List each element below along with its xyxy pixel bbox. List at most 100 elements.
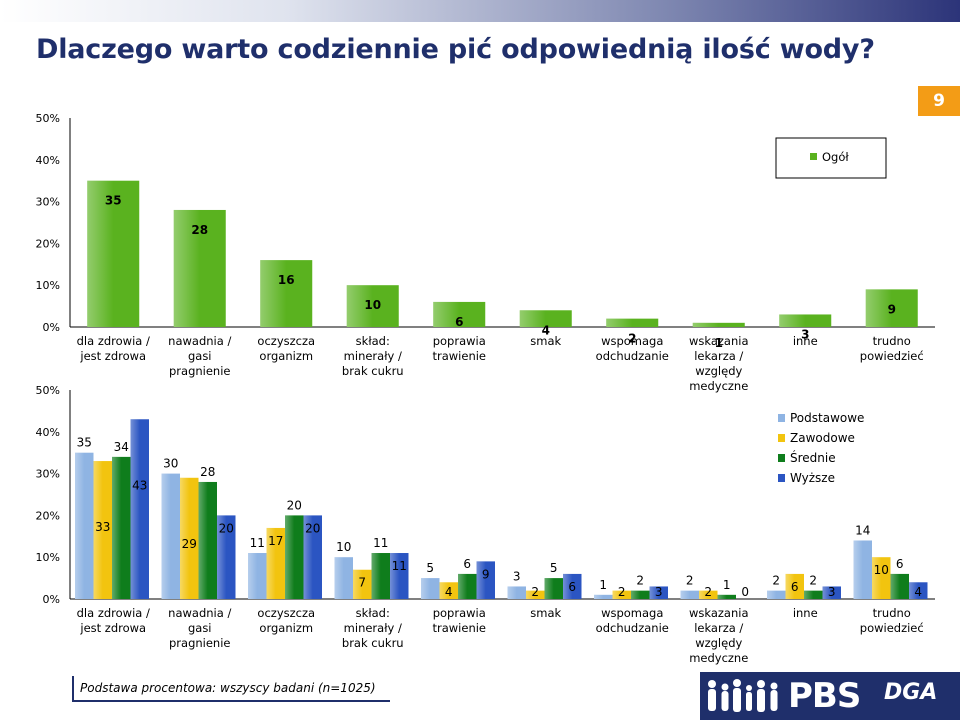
footnote: Podstawa procentowa: wszyscy badani (n=1… <box>72 676 390 702</box>
chart2-ytick-label: 40% <box>36 426 60 439</box>
chart1-ytick-label: 10% <box>36 279 60 292</box>
chart2-bar-shine <box>353 569 372 599</box>
chart2-bar-shine <box>458 573 477 599</box>
chart1-bar-shine <box>692 322 745 327</box>
page-number-badge: 9 <box>918 86 960 116</box>
chart2-bar-shine <box>439 582 458 599</box>
chart2-bar-shine <box>804 590 823 599</box>
chart2-bar-shine <box>303 515 322 599</box>
chart2-value-label: 0 <box>741 585 749 599</box>
chart1-category-label-wspomaga-odchudzanie: wspomaga odchudzanie <box>596 334 669 363</box>
page-title: Dlaczego warto codziennie pić odpowiedni… <box>36 34 875 65</box>
chart2-ytick-label: 50% <box>36 384 60 397</box>
chart2-bar-shine <box>476 561 495 599</box>
chart2-legend-swatch-wyzsze <box>778 474 785 482</box>
chart1-value-label: 9 <box>888 302 896 316</box>
chart2-legend-label-srednie: Średnie <box>790 450 836 465</box>
chart2-legend-swatch-zawodowe <box>778 434 785 442</box>
chart2-value-label: 33 <box>95 520 110 534</box>
chart2-value-label: 20 <box>287 498 302 512</box>
chart2-bar-shine <box>680 590 699 599</box>
chart2-bar-shine <box>266 527 285 599</box>
chart2-bar-shine <box>909 582 928 599</box>
chart2-bar-shine <box>198 481 217 599</box>
chart2-value-label: 34 <box>114 440 129 454</box>
chart2-value-label: 17 <box>268 534 283 548</box>
chart2-value-label: 2 <box>618 585 626 599</box>
chart2-value-label: 6 <box>568 580 576 594</box>
chart2-bar-shine <box>217 515 236 599</box>
chart1-value-label: 4 <box>542 323 550 337</box>
chart2-value-label: 1 <box>723 578 731 592</box>
chart2-bar-shine <box>872 557 891 599</box>
chart1-bar-shine <box>779 314 832 327</box>
chart1-bar-shine <box>433 301 486 327</box>
people-silhouettes-icon <box>708 679 778 712</box>
chart2-bar-shine <box>649 586 668 599</box>
chart2-legend-label-podstawowe: Podstawowe <box>790 411 864 425</box>
chart2-value-label: 20 <box>219 521 234 535</box>
chart2-bar-shine <box>563 573 582 599</box>
chart2-ytick-label: 10% <box>36 551 60 564</box>
chart1-category-label-oczyszcza-organizm: oczyszcza organizm <box>257 334 315 363</box>
chart2-legend-swatch-srednie <box>778 454 785 462</box>
chart1-ytick-label: 0% <box>43 321 60 334</box>
chart2-bar-shine <box>93 461 112 599</box>
chart2-category-label-wskazania-lekarza-wzgledy-medyczne: wskazania lekarza / względy medyczne <box>689 606 749 665</box>
chart2-bar-shine <box>334 557 353 599</box>
chart2-value-label: 11 <box>373 536 388 550</box>
chart1-bar-shine <box>346 285 399 327</box>
chart2-value-label: 11 <box>250 536 265 550</box>
chart2-value-label: 4 <box>914 585 922 599</box>
chart1-legend-label-ogol: Ogół <box>822 150 849 164</box>
chart2-value-label: 2 <box>772 574 780 588</box>
chart1-bar-shine <box>260 260 313 327</box>
chart1-category-label-inne: inne <box>793 334 818 348</box>
chart1-ytick-label: 50% <box>36 112 60 125</box>
chart2-value-label: 43 <box>132 478 147 492</box>
chart2-category-label-dla-zdrowia-jest-zdrowa: dla zdrowia / jest zdrowa <box>77 606 150 635</box>
chart1-value-label: 6 <box>455 315 463 329</box>
chart1-value-label: 1 <box>715 336 723 350</box>
top-gradient-bar <box>0 0 960 22</box>
chart2-value-label: 4 <box>445 585 453 599</box>
chart2-value-label: 2 <box>686 574 694 588</box>
chart2-bar-shine <box>371 553 390 599</box>
chart1-bar-shine <box>519 310 572 327</box>
chart2-value-label: 7 <box>358 576 366 590</box>
chart2-bar-shine <box>699 590 718 599</box>
chart1-value-label: 35 <box>105 194 122 208</box>
chart1-value-label: 28 <box>191 223 208 237</box>
chart1-category-label-nawadnia-gasi-pragnienie: nawadnia / gasi pragnienie <box>168 334 231 378</box>
chart2-value-label: 10 <box>874 563 889 577</box>
chart1-ytick-label: 40% <box>36 154 60 167</box>
chart2-value-label: 6 <box>463 557 471 571</box>
chart1-bar-shine <box>865 289 918 327</box>
chart2-category-label-wspomaga-odchudzanie: wspomaga odchudzanie <box>596 606 669 635</box>
chart1-value-label: 3 <box>801 327 809 341</box>
chart1-bar-shine <box>87 180 140 327</box>
chart2-bar-shine <box>75 452 94 599</box>
chart2-legend-label-wyzsze: Wyższe <box>790 471 835 485</box>
chart2-bar-shine <box>822 586 841 599</box>
chart2-ytick-label: 30% <box>36 468 60 481</box>
chart2-bar-shine <box>130 419 149 599</box>
chart2-category-label-nawadnia-gasi-pragnienie: nawadnia / gasi pragnienie <box>168 606 231 650</box>
chart2-value-label: 9 <box>482 567 490 581</box>
chart2-value-label: 2 <box>531 585 539 599</box>
chart1-ytick-label: 20% <box>36 237 60 250</box>
chart2-value-label: 11 <box>392 559 407 573</box>
chart2-bar-shine <box>161 473 180 599</box>
chart2-value-label: 2 <box>809 574 817 588</box>
chart2-value-label: 6 <box>896 557 904 571</box>
chart2-value-label: 3 <box>513 569 521 583</box>
chart2-value-label: 2 <box>704 585 712 599</box>
chart2-bar-shine <box>544 578 563 599</box>
chart1-value-label: 16 <box>278 273 295 287</box>
chart1-category-label-sklad-mineraly-brak-cukru: skład: minerały / brak cukru <box>342 334 404 378</box>
chart2-bar-shine <box>421 578 440 599</box>
chart1-value-label: 10 <box>364 298 381 312</box>
chart1-category-label-poprawia-trawienie: poprawia trawienie <box>432 334 486 363</box>
chart2-category-label-trudno-powiedziec: trudno powiedzieć <box>860 606 924 635</box>
chart2-value-label: 3 <box>828 585 836 599</box>
